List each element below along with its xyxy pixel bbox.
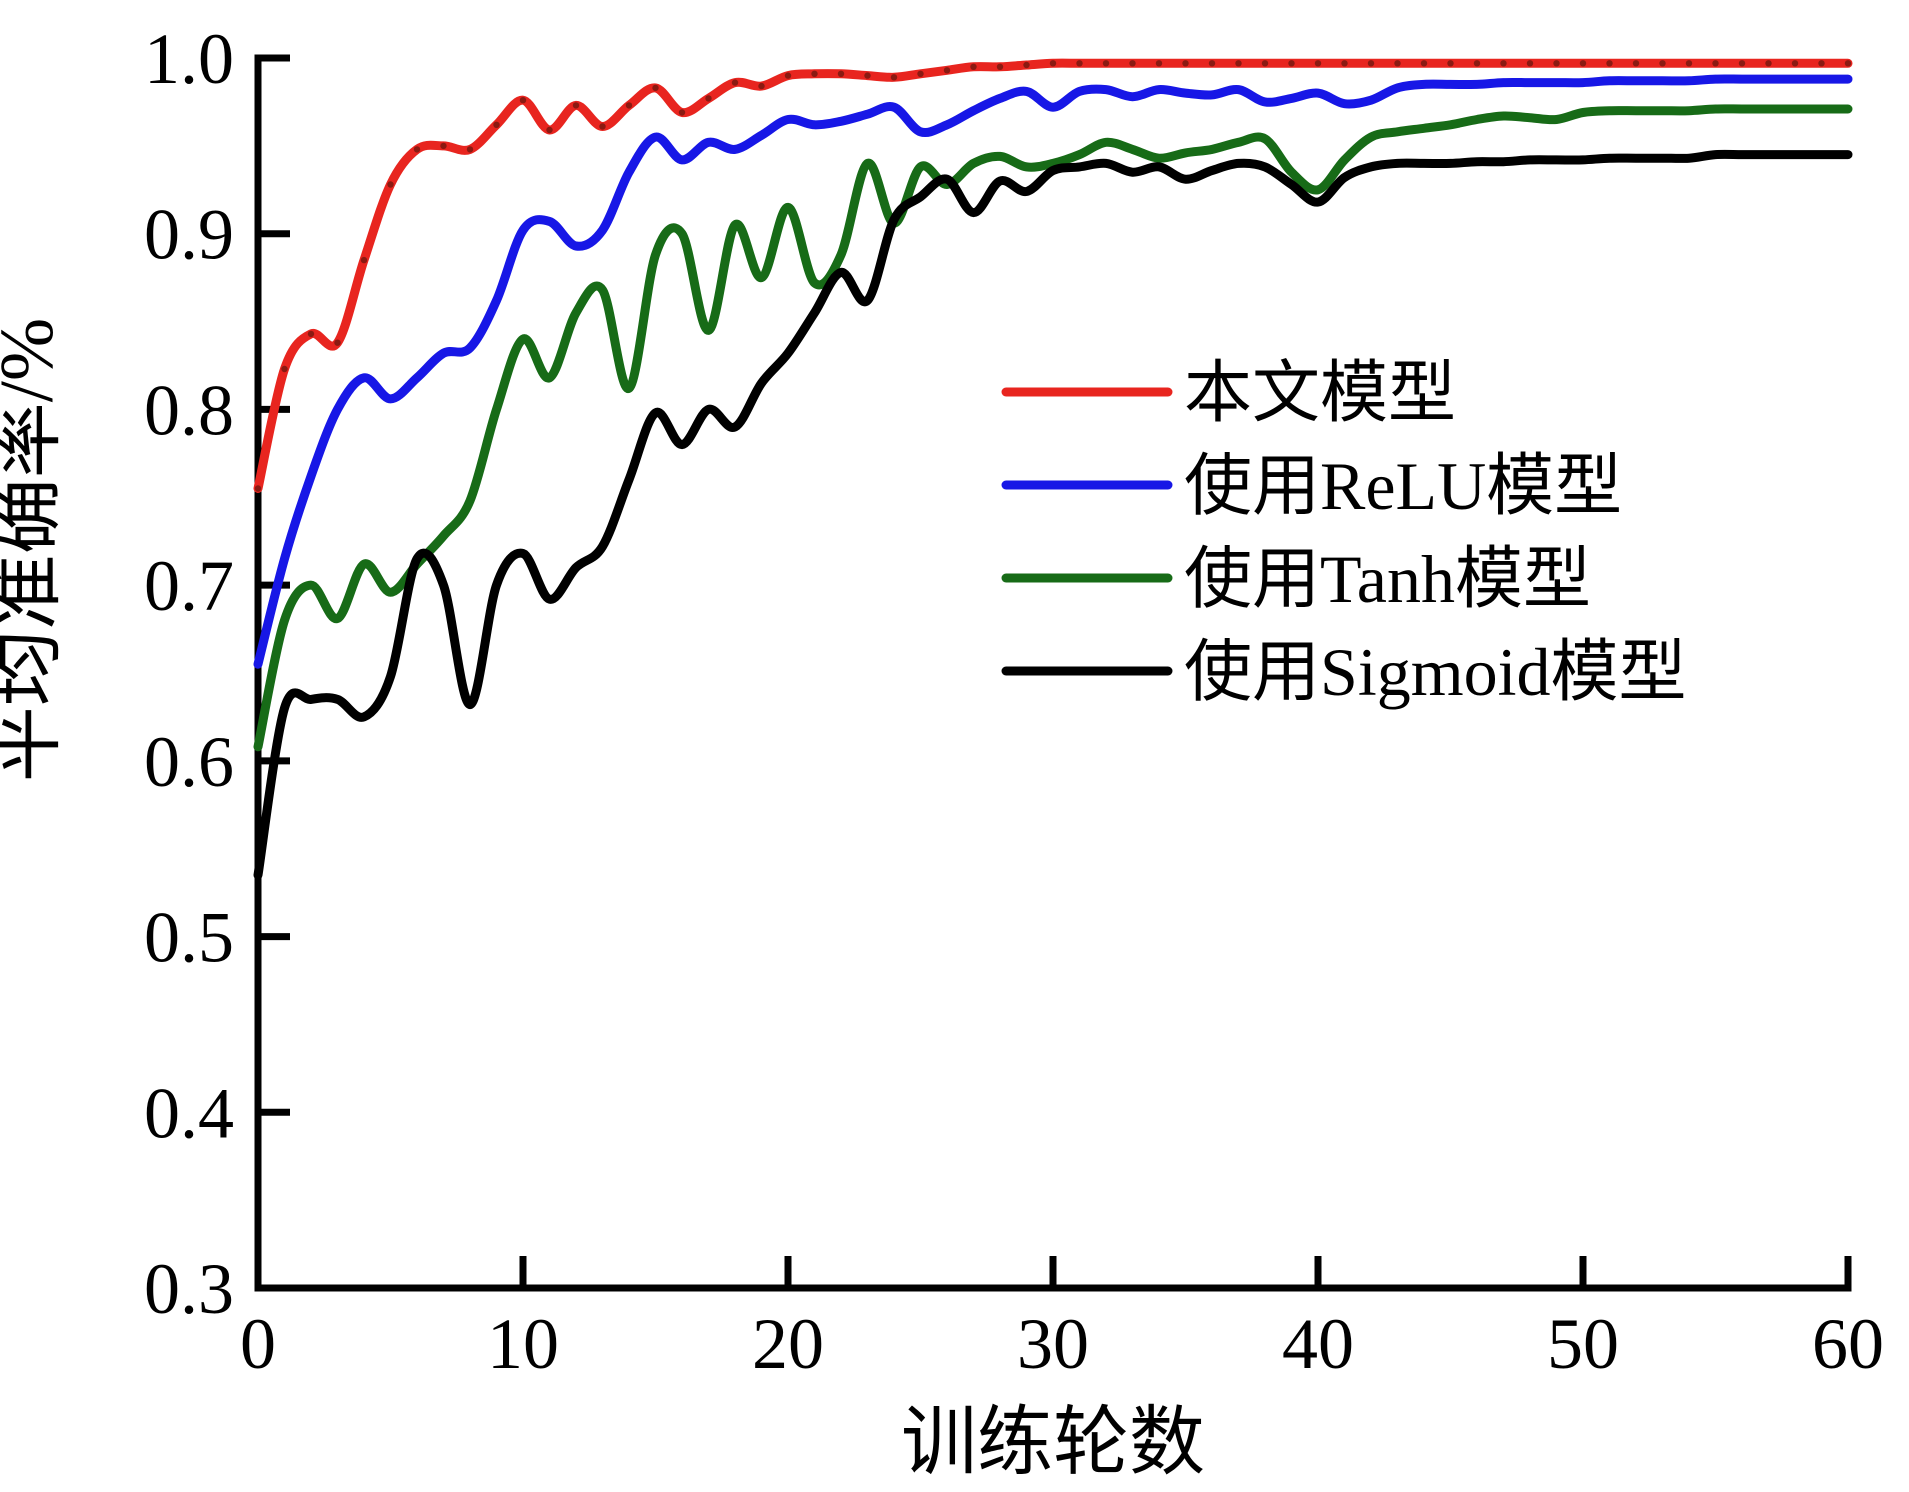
- series-marker: [1341, 60, 1348, 67]
- y-axis-tick-label: 0.8: [144, 370, 234, 450]
- series-marker: [1394, 60, 1401, 67]
- series-marker: [334, 339, 341, 346]
- series-marker: [440, 142, 447, 150]
- series-marker: [519, 97, 527, 104]
- series-line-3: [253, 149, 1853, 880]
- series-marker: [1447, 60, 1454, 67]
- series-marker: [758, 82, 765, 90]
- series-marker: [572, 102, 580, 109]
- series-marker: [1102, 60, 1110, 67]
- series-marker: [1500, 60, 1507, 67]
- series-marker: [413, 146, 421, 153]
- series-marker: [837, 70, 845, 78]
- series-marker: [1182, 60, 1189, 67]
- x-axis-tick-label: 0: [240, 1304, 276, 1384]
- series-marker: [1738, 60, 1746, 67]
- y-axis-tick-label: 0.7: [144, 546, 234, 626]
- series-marker: [1155, 60, 1163, 67]
- x-axis-tick-label: 10: [487, 1304, 559, 1384]
- series-marker: [970, 63, 977, 70]
- series-marker: [1791, 60, 1799, 67]
- series-marker: [1314, 60, 1322, 67]
- legend-label-3: 使用Sigmoid模型: [1184, 634, 1687, 710]
- series-marker: [1765, 60, 1772, 67]
- series-marker: [1261, 60, 1269, 67]
- y-axis-tick-label: 0.4: [144, 1073, 234, 1153]
- x-axis-tick-label: 60: [1812, 1304, 1884, 1384]
- series-marker: [890, 74, 898, 81]
- series-marker: [599, 123, 606, 130]
- x-axis-tick-label: 30: [1017, 1304, 1089, 1384]
- series-marker: [1526, 60, 1534, 67]
- x-axis-tick-label: 20: [752, 1304, 824, 1384]
- series-marker: [652, 84, 659, 92]
- series-marker: [731, 79, 739, 86]
- legend-label-1: 使用ReLU模型: [1184, 448, 1622, 524]
- legend-label-2: 使用Tanh模型: [1184, 541, 1591, 617]
- series-marker: [1129, 60, 1136, 67]
- series-marker: [917, 70, 924, 78]
- series-marker: [1473, 60, 1481, 67]
- series-marker: [1023, 61, 1030, 69]
- y-axis-tick-label: 1.0: [144, 19, 234, 99]
- series-marker: [864, 72, 871, 79]
- series-marker: [1659, 60, 1666, 67]
- series-marker: [1420, 60, 1428, 67]
- y-axis-tick-label: 0.6: [144, 722, 234, 802]
- series-marker: [1235, 60, 1242, 67]
- series-line-1: [253, 74, 1853, 669]
- series-marker: [1685, 60, 1693, 67]
- series-marker: [1076, 60, 1083, 67]
- y-axis-tick-label: 0.3: [144, 1249, 234, 1329]
- y-axis-tick-label: 0.5: [144, 898, 234, 978]
- legend-label-0: 本文模型: [1184, 355, 1456, 431]
- series-marker: [387, 181, 394, 188]
- series-line-2: [253, 104, 1853, 752]
- series-marker: [1632, 60, 1640, 67]
- series-marker: [811, 70, 818, 78]
- series-marker: [1367, 60, 1375, 67]
- series-marker: [1579, 60, 1587, 67]
- y-axis-tick-label: 0.9: [144, 195, 234, 275]
- series-marker: [493, 121, 500, 128]
- x-axis-tick-label: 50: [1547, 1304, 1619, 1384]
- series-marker: [307, 330, 315, 338]
- series-marker: [996, 63, 1004, 70]
- series-marker: [1049, 60, 1057, 67]
- series-marker: [360, 256, 368, 264]
- series-marker: [1818, 60, 1825, 67]
- series-marker: [784, 72, 792, 79]
- series-marker: [546, 126, 553, 134]
- series-marker: [1606, 60, 1613, 67]
- series-marker: [625, 102, 633, 109]
- series-marker: [678, 109, 686, 116]
- x-axis-title: 训练轮数: [901, 1401, 1205, 1485]
- x-axis-tick-label: 40: [1282, 1304, 1354, 1384]
- series-marker: [1844, 60, 1852, 67]
- series-marker: [1288, 60, 1295, 67]
- y-axis-title: 平均准确率/%: [0, 318, 69, 782]
- series-marker: [943, 67, 951, 74]
- series-marker: [281, 365, 288, 373]
- series-marker: [466, 146, 474, 153]
- series-marker: [705, 95, 712, 102]
- series-marker: [1208, 60, 1216, 67]
- series-marker: [1553, 60, 1560, 67]
- series-marker: [1712, 60, 1719, 67]
- series-marker: [254, 485, 262, 492]
